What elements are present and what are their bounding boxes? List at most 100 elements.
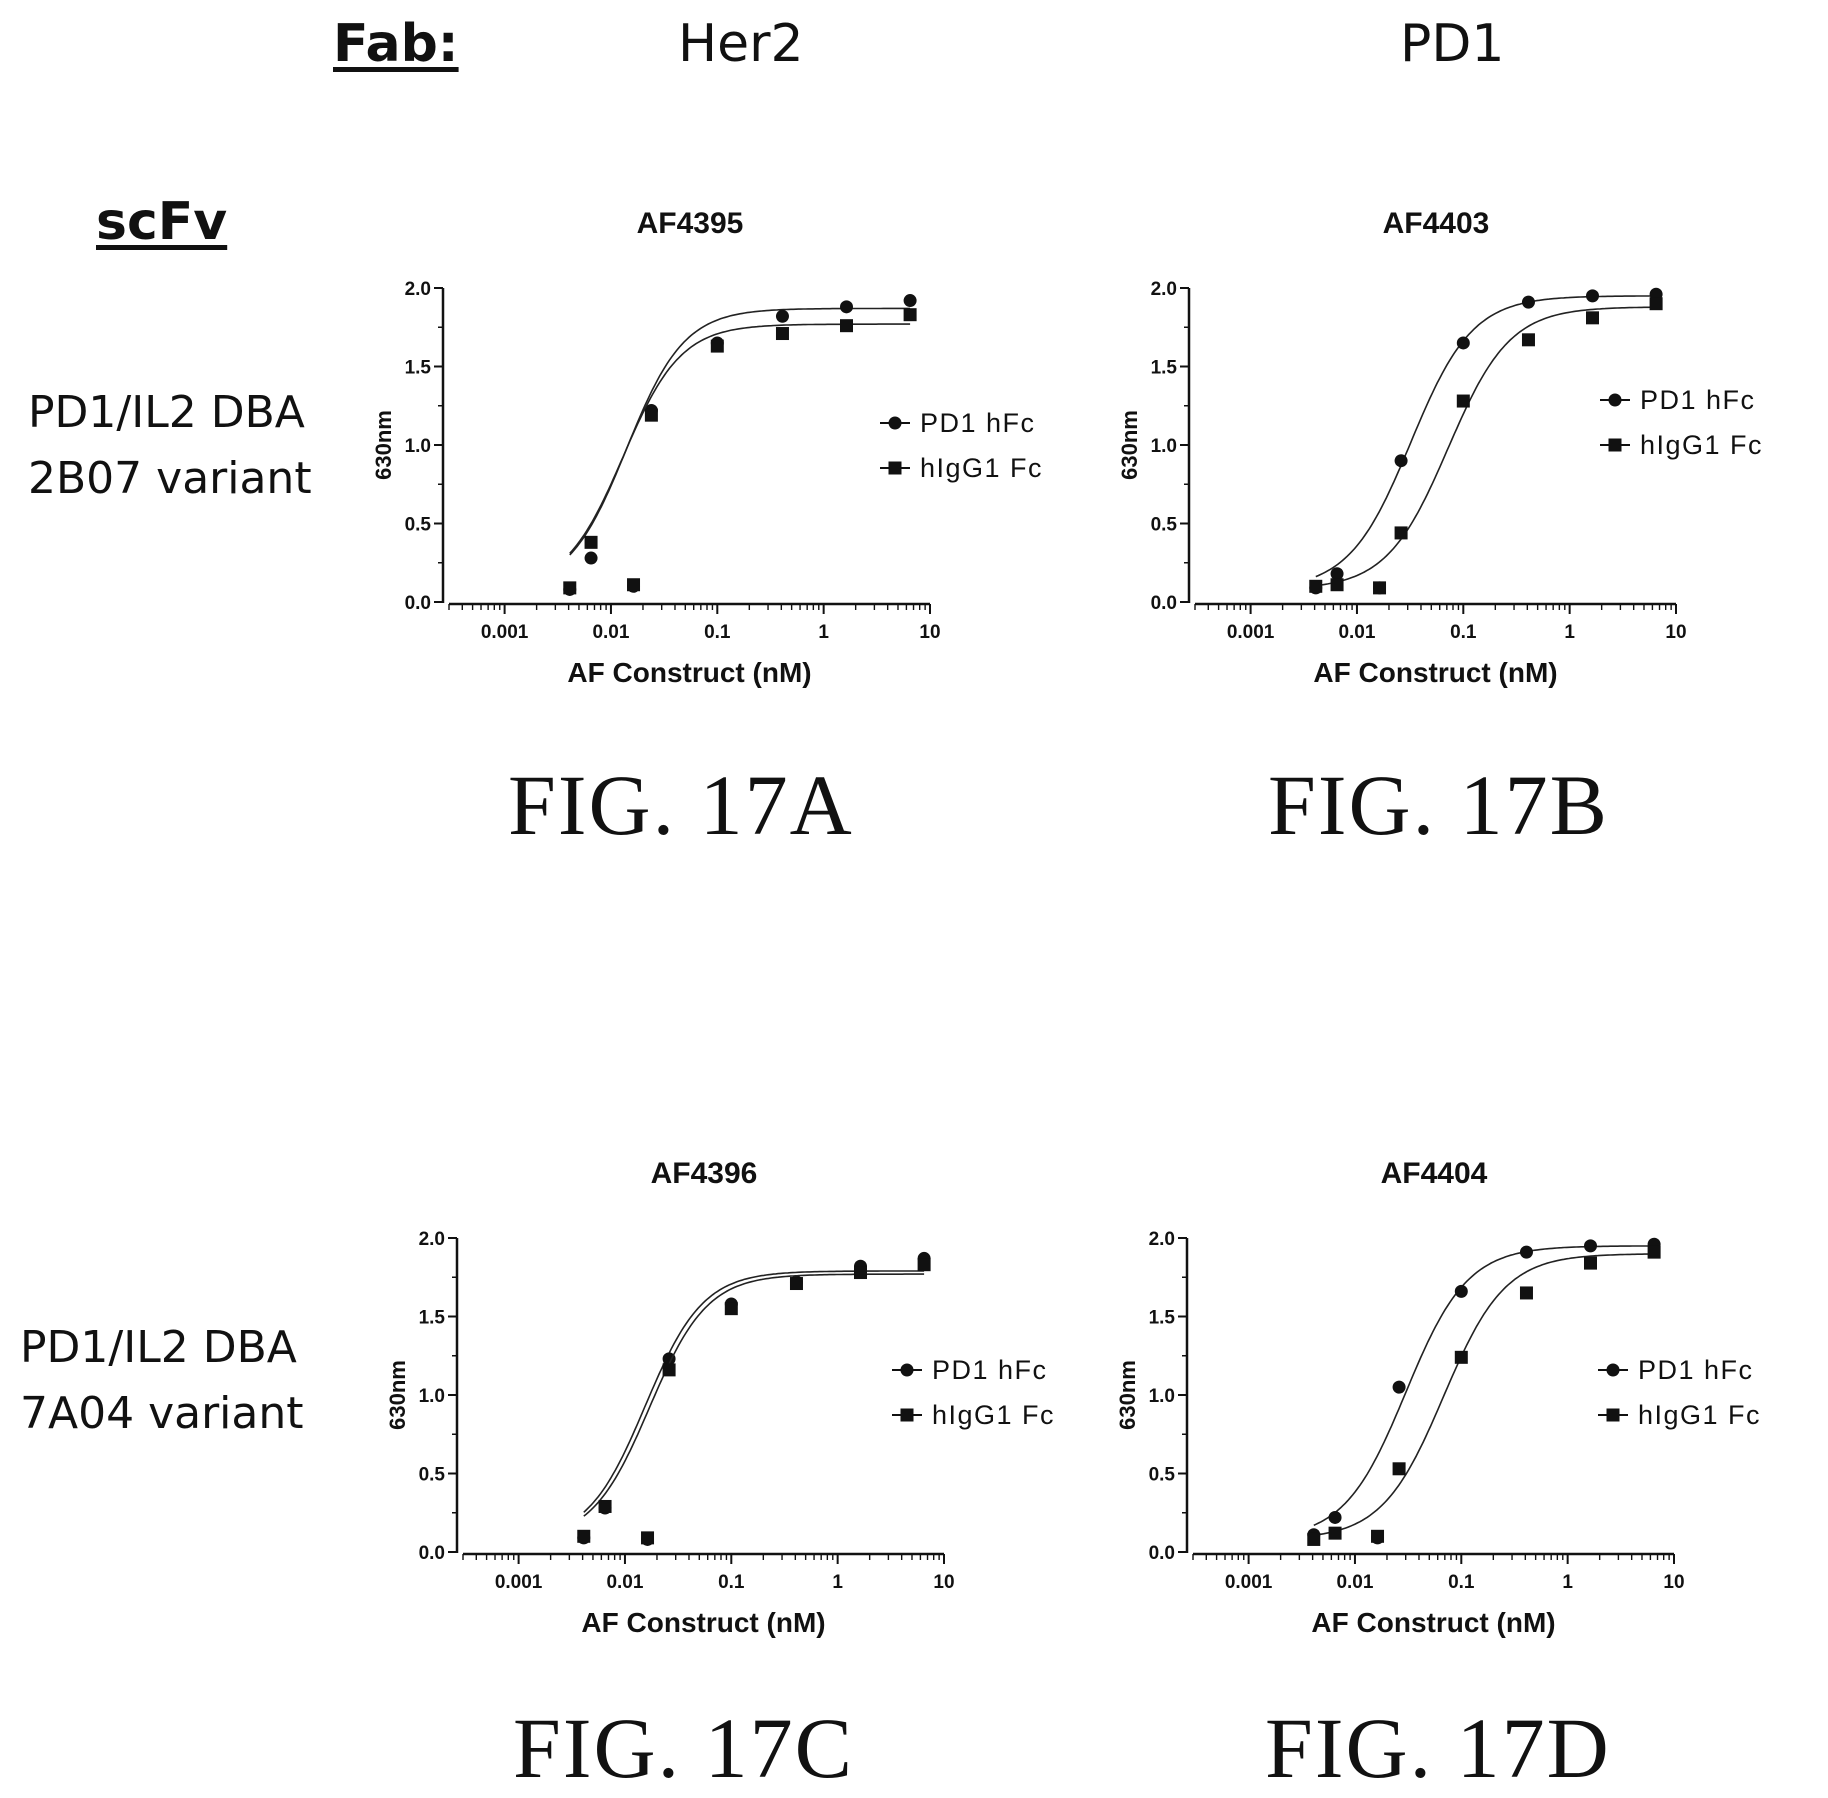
y-tick-label: 1.5 (1149, 1308, 1176, 1329)
row-label-line2: 2B07 variant (28, 453, 312, 504)
column-header-pd1: PD1 (1400, 14, 1505, 74)
data-point-square (840, 319, 854, 333)
data-point-square (1521, 333, 1535, 347)
data-point-square (584, 535, 598, 549)
y-axis-label: 630nm (1117, 410, 1142, 480)
x-tick-label: 0.1 (718, 1572, 745, 1593)
x-tick-label: 0.001 (495, 1572, 543, 1593)
data-point-square (1584, 1256, 1597, 1270)
legend-marker-square (900, 1408, 914, 1422)
data-point-square (1586, 311, 1599, 325)
x-tick-label: 10 (1663, 1572, 1684, 1593)
fit-curve-pd1-hfc (1313, 1245, 1655, 1527)
chart-title: AF4396 (651, 1157, 758, 1190)
fit-curve-higg1-fc (1313, 1253, 1655, 1537)
row-label-line1: PD1/IL2 DBA (28, 387, 305, 438)
x-tick-label: 1 (1564, 622, 1575, 643)
x-tick-label: 0.01 (592, 622, 629, 643)
x-tick-label: 10 (919, 622, 940, 643)
legend-label: PD1 hFc (1638, 1355, 1754, 1385)
data-point-circle (1454, 1284, 1468, 1298)
data-point-square (563, 581, 577, 595)
data-point-square (1519, 1286, 1533, 1300)
x-tick-label: 0.1 (704, 622, 731, 643)
data-point-circle (903, 294, 917, 308)
x-axis-label: AF Construct (nM) (567, 657, 811, 688)
y-axis-label: 630nm (1115, 1360, 1140, 1430)
data-point-circle (1328, 1510, 1342, 1524)
x-tick-label: 0.01 (606, 1572, 643, 1593)
y-tick-label: 1.5 (419, 1308, 446, 1329)
y-tick-label: 1.0 (419, 1386, 445, 1407)
fit-curve-higg1-fc (583, 1273, 925, 1517)
legend-item: hIgG1 Fc (1600, 430, 1762, 460)
y-tick-label: 0.0 (1151, 593, 1177, 614)
legend-marker-circle (900, 1363, 914, 1377)
y-tick-label: 0.5 (405, 515, 432, 536)
data-point-circle (1392, 1380, 1406, 1394)
y-tick-label: 0.0 (405, 593, 431, 614)
y-tick-label: 0.0 (1149, 1543, 1175, 1564)
chart-panel-3: AF4396 0.0 0.5 1.0 1.5 2.0 0.001 0.01 0.1 1 10 AF C… (385, 1157, 1055, 1638)
chart-panel-2: AF4403 0.0 0.5 1.0 1.5 2.0 0.001 0.01 0.1 1 10 AF C… (1117, 207, 1762, 688)
data-point-square (917, 1258, 931, 1272)
data-point-square (627, 578, 641, 592)
x-tick-label: 0.001 (481, 622, 529, 643)
data-point-circle (840, 300, 854, 314)
y-tick-label: 0.5 (1151, 515, 1178, 536)
data-point-square (644, 408, 658, 422)
row-label-line2: 7A04 variant (20, 1388, 304, 1439)
y-tick-label: 1.0 (1151, 436, 1177, 457)
data-point-square (1328, 1526, 1342, 1540)
legend-marker-circle (888, 416, 902, 430)
x-tick-label: 0.1 (1448, 1572, 1475, 1593)
chart-panel-1: AF4395 0.0 0.5 1.0 1.5 2.0 0.001 0.01 0.1 1 10 AF C… (371, 207, 1042, 688)
x-tick-label: 0.1 (1450, 622, 1477, 643)
data-point-square (662, 1363, 676, 1377)
data-point-square (1649, 297, 1663, 311)
data-point-square (1454, 1350, 1468, 1364)
data-point-square (1647, 1245, 1661, 1259)
legend-item: PD1 hFc (1600, 385, 1754, 415)
y-tick-label: 1.5 (405, 358, 432, 379)
legend-item: hIgG1 Fc (1598, 1400, 1761, 1430)
row-label-line1: PD1/IL2 DBA (20, 1322, 297, 1373)
legend-label: PD1 hFc (920, 408, 1036, 438)
data-point-circle (1586, 289, 1599, 303)
x-axis-label: AF Construct (nM) (1311, 1607, 1555, 1638)
x-axis-label: AF Construct (nM) (1313, 657, 1557, 688)
data-point-circle (1330, 567, 1344, 581)
data-point-square (1330, 578, 1344, 592)
y-tick-label: 1.5 (1151, 358, 1178, 379)
legend-label: hIgG1 Fc (1638, 1400, 1761, 1430)
figure-label-17c: FIG. 17C (513, 1700, 854, 1796)
y-tick-label: 2.0 (1149, 1229, 1175, 1250)
y-tick-label: 1.0 (1149, 1386, 1175, 1407)
y-tick-label: 0.5 (1149, 1465, 1176, 1486)
data-point-square (1309, 579, 1323, 593)
legend-item: hIgG1 Fc (880, 453, 1042, 483)
y-tick-label: 2.0 (419, 1229, 445, 1250)
column-header-her2: Her2 (678, 14, 804, 74)
data-point-circle (1519, 1245, 1533, 1259)
legend-item: PD1 hFc (892, 1355, 1046, 1385)
x-tick-label: 0.01 (1338, 622, 1375, 643)
legend-item: PD1 hFc (1598, 1355, 1754, 1385)
data-point-circle (1394, 454, 1408, 468)
data-point-square (1371, 1529, 1385, 1543)
row-label-7a04: PD1/IL2 DBA 7A04 variant (20, 1315, 304, 1447)
legend-item: hIgG1 Fc (892, 1400, 1055, 1430)
fit-curve-pd1-hfc (583, 1270, 925, 1513)
y-tick-label: 1.0 (405, 436, 431, 457)
data-point-square (1456, 394, 1470, 408)
legend-label: hIgG1 Fc (932, 1400, 1055, 1430)
legend-marker-circle (1608, 393, 1622, 407)
x-tick-label: 0.01 (1336, 1572, 1373, 1593)
legend-marker-square (888, 461, 902, 475)
data-point-square (577, 1529, 591, 1543)
row-label-2b07: PD1/IL2 DBA 2B07 variant (28, 380, 312, 512)
y-tick-label: 2.0 (405, 279, 431, 300)
y-tick-label: 2.0 (1151, 279, 1177, 300)
legend-marker-square (1606, 1408, 1620, 1422)
